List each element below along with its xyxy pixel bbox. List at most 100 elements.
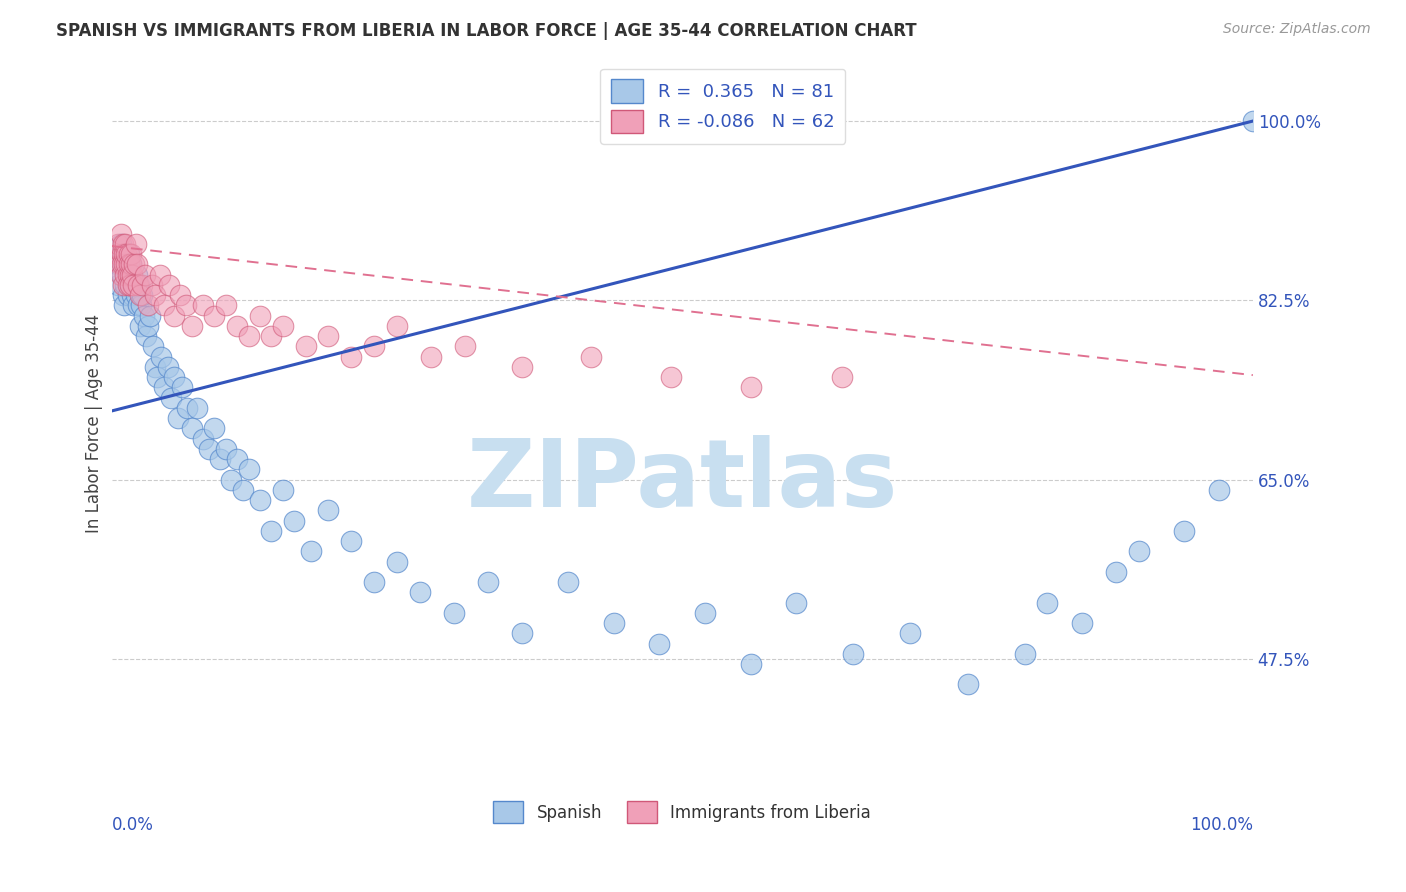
Point [114,268,136,282]
Point [202,421,225,435]
Point [294,339,316,353]
Point [115,247,138,261]
Point [340,350,363,364]
Point [153,380,176,394]
Point [186,401,208,415]
Point [249,309,271,323]
Point [221,473,243,487]
Point [340,534,363,549]
Text: 0.0%: 0.0% [111,816,153,834]
Point [1105,565,1128,579]
Text: 100.0%: 100.0% [1189,816,1253,834]
Point [197,442,219,456]
Point [202,309,225,323]
Point [215,298,238,312]
Point [129,318,152,333]
Point [124,277,146,292]
Point [174,298,197,312]
Point [1070,615,1092,630]
Point [118,277,141,292]
Point [121,288,143,302]
Point [131,277,153,292]
Point [477,575,499,590]
Point [118,277,141,292]
Point [260,329,283,343]
Point [141,277,163,292]
Point [120,258,142,272]
Point [118,268,141,282]
Point [124,288,146,302]
Point [579,350,602,364]
Point [831,370,853,384]
Point [318,503,340,517]
Point [129,288,152,302]
Point [842,647,865,661]
Point [191,298,214,312]
Point [122,277,145,292]
Point [143,288,166,302]
Point [115,258,138,272]
Legend: Spanish, Immigrants from Liberia: Spanish, Immigrants from Liberia [486,795,877,830]
Point [232,483,254,497]
Point [112,247,135,261]
Point [110,227,132,241]
Point [112,277,135,292]
Point [120,247,142,261]
Point [163,370,186,384]
Point [785,595,807,609]
Point [557,575,579,590]
Point [149,350,172,364]
Point [142,339,165,353]
Point [108,258,131,272]
Point [512,626,534,640]
Text: ZIPatlas: ZIPatlas [467,435,898,527]
Point [180,421,202,435]
Point [215,442,238,456]
Point [160,391,183,405]
Point [112,258,135,272]
Point [118,247,141,261]
Point [121,268,143,282]
Point [112,298,135,312]
Point [122,298,145,312]
Point [111,268,134,282]
Point [238,329,260,343]
Point [659,370,682,384]
Point [740,657,762,671]
Point [318,329,340,343]
Point [385,318,408,333]
Point [443,606,465,620]
Point [1014,647,1036,661]
Point [603,615,626,630]
Point [209,452,232,467]
Point [900,626,922,640]
Point [118,247,141,261]
Point [107,277,129,292]
Point [238,462,260,476]
Point [363,339,385,353]
Point [363,575,385,590]
Point [226,318,249,333]
Point [226,452,249,467]
Point [128,277,150,292]
Point [112,258,135,272]
Point [1173,524,1195,538]
Point [1036,595,1059,609]
Point [169,288,191,302]
Point [131,298,153,312]
Text: SPANISH VS IMMIGRANTS FROM LIBERIA IN LABOR FORCE | AGE 35-44 CORRELATION CHART: SPANISH VS IMMIGRANTS FROM LIBERIA IN LA… [56,22,917,40]
Point [512,359,534,374]
Point [454,339,477,353]
Point [124,258,146,272]
Point [127,298,149,312]
Point [180,318,202,333]
Point [105,258,128,272]
Point [299,544,322,558]
Point [111,247,134,261]
Point [693,606,716,620]
Point [148,268,170,282]
Point [117,268,139,282]
Point [176,401,198,415]
Point [191,432,214,446]
Point [249,493,271,508]
